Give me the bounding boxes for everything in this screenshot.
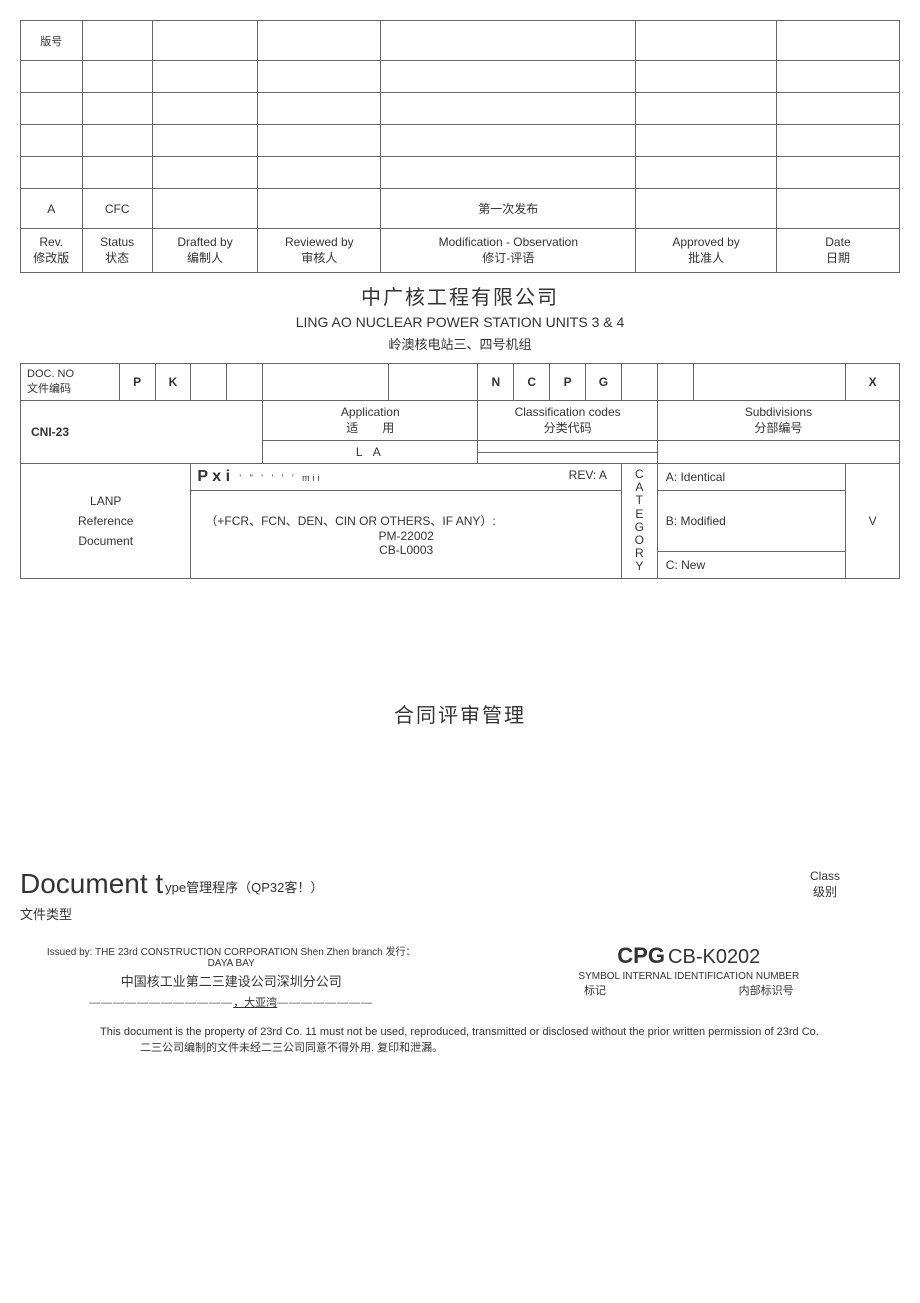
doctype-big: Document t [20, 868, 163, 900]
letter-n: N [478, 364, 514, 401]
cpg-symbol: CPG [617, 943, 665, 968]
cni-code: CNI-23 [21, 401, 263, 464]
subdivisions-hdr: Subdivisions 分部编号 [657, 401, 899, 441]
fcr-block: （+FCR、FCN、DEN、CIN OR OTHERS、IF ANY）: PM-… [191, 491, 622, 579]
hdr-mod: Modification - Observation 修订-评语 [381, 229, 636, 273]
doctype-cn: 文件类型 [20, 904, 900, 923]
title-block: 中广核工程有限公司 LING AO NUCLEAR POWER STATION … [20, 281, 900, 353]
issued-right: CPG CB-K0202 SYMBOL INTERNAL IDENTIFICAT… [478, 943, 900, 998]
letter-k: K [155, 364, 191, 401]
v-mark: V [846, 464, 900, 579]
x-mark: X [846, 364, 900, 401]
hdr-date: Date 日期 [776, 229, 899, 273]
hdr-appr: Approved by 批准人 [636, 229, 777, 273]
footer: Issued by: THE 23rd CONSTRUCTION CORPORA… [20, 943, 900, 1010]
title-sub: 岭澳核电站三、四号机组 [20, 334, 900, 353]
status-cfc: CFC [82, 189, 152, 229]
doc-header-table: DOC. NO 文件编码 P K N C P G X CNI-23 Applic… [20, 363, 900, 579]
title-cn: 中广核工程有限公司 [20, 281, 900, 310]
title-en: LING AO NUCLEAR POWER STATION UNITS 3 & … [20, 314, 900, 330]
classification-hdr: Classification codes 分类代码 [478, 401, 657, 441]
rev-cell: 版号 [21, 21, 83, 61]
issued-left: Issued by: THE 23rd CONSTRUCTION CORPORA… [20, 943, 442, 1010]
hdr-rev: Rev. 修改版 [21, 229, 83, 273]
letter-c: C [514, 364, 550, 401]
rev-a: A [21, 189, 83, 229]
application-hdr: Application 适 用 [263, 401, 478, 441]
docno-label: DOC. NO 文件编码 [21, 364, 120, 401]
hdr-status: Status 状态 [82, 229, 152, 273]
hdr-review: Reviewed by 审核人 [258, 229, 381, 273]
revision-table: 版号 A CFC 第一次发布 Rev. 修改版 Status 状态 Draft [20, 20, 900, 273]
class-col: Class 级别 [810, 869, 900, 900]
document-title: 合同评审管理 [20, 699, 900, 728]
cat-b: B: Modified [657, 491, 845, 552]
pxi-row: P x i ' " ' ' ' ' mii REV: A [191, 464, 622, 491]
doctype-suffix: ype管理程序（QP32客！） [165, 877, 323, 896]
letter-p: P [119, 364, 155, 401]
mod-text: 第一次发布 [381, 189, 636, 229]
la-cell: L A [263, 441, 478, 464]
letter-p2: P [550, 364, 586, 401]
cpg-code: CB-K0202 [668, 946, 760, 968]
cat-c: C: New [657, 551, 845, 578]
property-notice: This document is the property of 23rd Co… [100, 1024, 900, 1057]
category-vert: CATEGORY [621, 464, 657, 579]
doctype-row: Document t ype管理程序（QP32客！） Class 级别 [20, 868, 900, 900]
letter-g: G [586, 364, 622, 401]
hdr-draft: Drafted by 编制人 [152, 229, 257, 273]
lanp-ref: LANP Reference Document [21, 464, 191, 579]
cat-a: A: Identical [657, 464, 845, 491]
